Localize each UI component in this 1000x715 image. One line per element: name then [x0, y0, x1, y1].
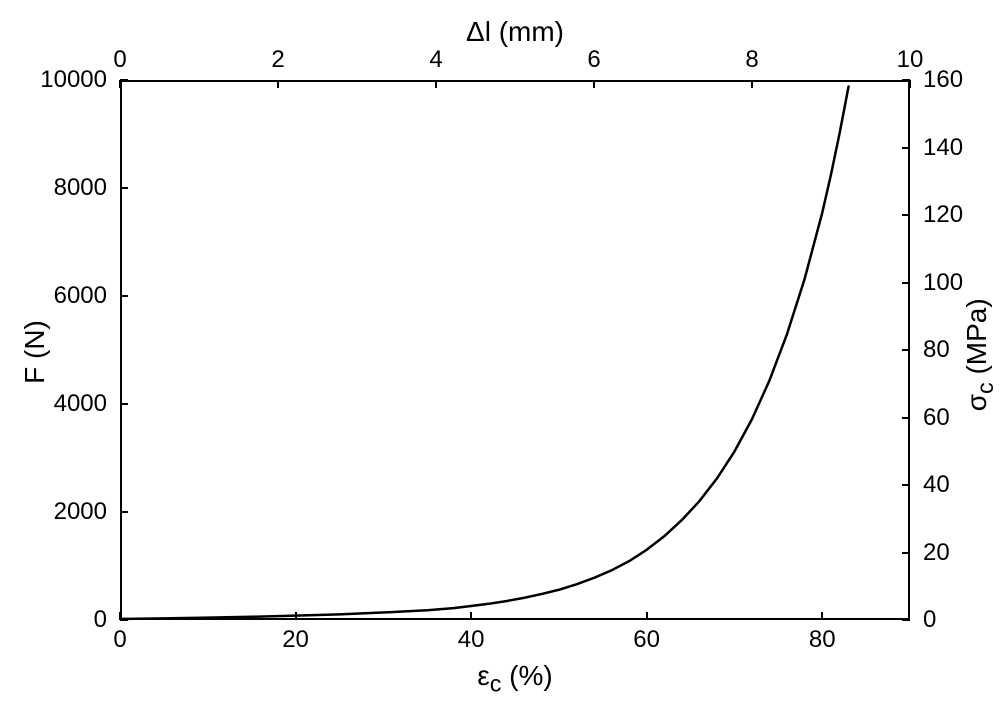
top-axis-label: Δl (mm) [435, 16, 595, 48]
tick-label: 2000 [0, 498, 107, 526]
tick-label: 20 [236, 626, 356, 654]
tick-label: 10000 [0, 66, 107, 94]
data-curve [120, 80, 910, 620]
tick-label: 4000 [0, 390, 107, 418]
tick-label: 0 [923, 606, 1000, 634]
chart-container: Δl (mm) εc (%) F (N) σc (MPa) 0204060800… [0, 0, 1000, 715]
tick-label: 0 [0, 606, 107, 634]
series-line [120, 86, 849, 618]
tick-label: 4 [376, 46, 496, 74]
tick-label: 8000 [0, 174, 107, 202]
tick-label: 100 [923, 269, 1000, 297]
tick-label: 6 [534, 46, 654, 74]
bottom-axis-label: εc (%) [435, 660, 595, 698]
tick-label: 8 [692, 46, 812, 74]
tick-label: 60 [587, 626, 707, 654]
tick-label: 40 [923, 471, 1000, 499]
tick-label: 120 [923, 201, 1000, 229]
tick-label: 6000 [0, 282, 107, 310]
tick-label: 80 [762, 626, 882, 654]
tick-label: 20 [923, 539, 1000, 567]
tick-label: 80 [923, 336, 1000, 364]
tick-label: 2 [218, 46, 338, 74]
tick-label: 140 [923, 134, 1000, 162]
tick-label: 160 [923, 66, 1000, 94]
tick-label: 60 [923, 404, 1000, 432]
tick-label: 40 [411, 626, 531, 654]
